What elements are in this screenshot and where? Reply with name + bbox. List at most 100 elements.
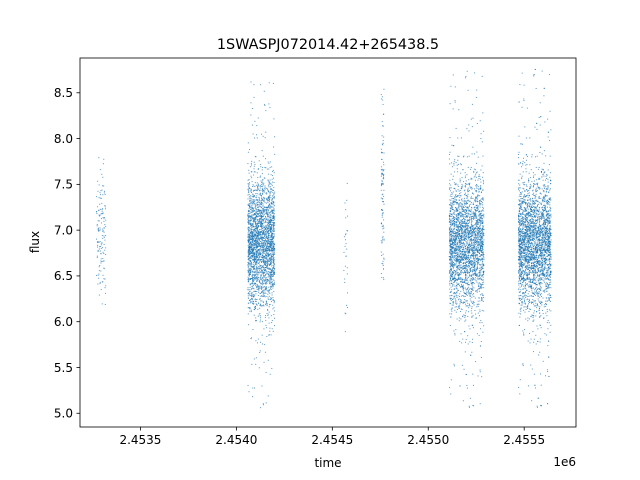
data-point	[259, 270, 261, 272]
data-point	[271, 239, 273, 241]
data-point	[269, 253, 271, 255]
data-point	[267, 256, 269, 258]
data-point	[481, 263, 483, 265]
data-point	[253, 283, 255, 285]
data-point	[103, 185, 105, 187]
data-point	[255, 216, 257, 218]
data-point	[451, 144, 453, 146]
data-point	[469, 213, 471, 215]
data-point	[250, 202, 252, 204]
data-point	[483, 207, 484, 209]
data-point	[460, 271, 462, 273]
data-point	[455, 221, 457, 223]
data-point	[474, 253, 476, 255]
data-point	[259, 242, 261, 244]
data-point	[482, 172, 484, 174]
data-point	[250, 243, 252, 245]
data-point	[471, 243, 473, 245]
data-point	[471, 231, 473, 233]
data-point	[464, 267, 466, 269]
data-point	[252, 387, 254, 389]
data-point	[260, 194, 262, 196]
data-point	[268, 248, 270, 250]
data-point	[267, 359, 269, 361]
data-point	[458, 240, 460, 242]
data-point	[476, 231, 478, 233]
data-point	[473, 168, 475, 170]
data-point	[270, 232, 272, 234]
data-point	[269, 183, 271, 185]
data-point	[256, 243, 257, 245]
data-point	[252, 193, 254, 195]
data-point	[455, 311, 457, 313]
data-point	[473, 231, 475, 233]
data-point	[253, 161, 255, 163]
data-point	[103, 217, 105, 219]
data-point	[253, 217, 255, 219]
data-point	[268, 295, 270, 297]
data-point	[248, 196, 250, 198]
data-point	[455, 261, 457, 263]
data-point	[472, 242, 474, 244]
data-point	[248, 264, 250, 266]
data-point	[252, 273, 254, 275]
data-point	[483, 199, 485, 201]
data-point	[471, 255, 473, 257]
data-point	[457, 246, 459, 248]
data-point	[475, 247, 477, 249]
data-point	[265, 301, 267, 303]
data-point	[259, 193, 261, 195]
data-point	[255, 340, 257, 342]
data-point	[273, 271, 275, 273]
data-point	[475, 263, 477, 265]
data-point	[272, 230, 274, 232]
data-point	[262, 242, 264, 244]
data-point	[466, 207, 468, 209]
data-point	[481, 287, 483, 289]
data-point	[249, 212, 251, 214]
data-point	[260, 203, 262, 205]
data-point	[249, 166, 251, 168]
data-point	[252, 396, 254, 398]
data-point	[273, 244, 275, 246]
data-point	[470, 239, 472, 241]
data-point	[256, 304, 258, 306]
data-point	[274, 284, 276, 286]
data-point	[250, 269, 252, 271]
data-point	[453, 263, 455, 265]
data-point	[476, 265, 478, 267]
data-point	[459, 233, 461, 235]
data-point	[456, 258, 458, 260]
data-point	[259, 252, 261, 254]
data-point	[102, 251, 104, 253]
data-point	[256, 290, 258, 292]
data-point	[469, 328, 471, 330]
data-point	[247, 237, 249, 239]
data-point	[265, 253, 267, 255]
data-point	[270, 298, 272, 300]
data-point	[260, 305, 262, 307]
data-point	[479, 284, 481, 286]
data-point	[472, 117, 474, 119]
data-point	[476, 200, 478, 202]
data-point	[476, 269, 478, 271]
data-point	[251, 231, 253, 233]
data-point	[257, 291, 259, 293]
data-point	[253, 248, 255, 250]
data-point	[478, 200, 480, 202]
data-point	[460, 243, 462, 245]
data-point	[382, 225, 384, 227]
data-point	[465, 267, 467, 269]
data-point	[104, 239, 106, 241]
data-point	[269, 229, 271, 231]
data-point	[257, 274, 259, 276]
data-point	[259, 299, 261, 301]
data-point	[482, 279, 484, 281]
data-point	[261, 227, 263, 229]
data-point	[483, 216, 485, 218]
data-point	[258, 201, 260, 203]
data-point	[260, 238, 262, 240]
data-point	[268, 196, 270, 198]
data-point	[273, 225, 275, 226]
data-point	[476, 240, 478, 242]
